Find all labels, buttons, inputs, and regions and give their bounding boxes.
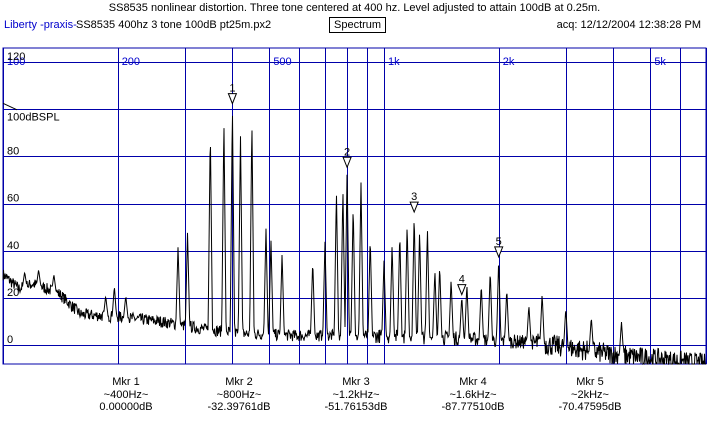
marker-label: Mkr 2: [225, 376, 253, 388]
x-tick-label-500: 500: [273, 56, 291, 68]
reference-level-label: 100dBSPL: [7, 111, 60, 123]
marker-number: 3: [411, 191, 417, 203]
marker-frequency: ~1.2kHz~: [332, 388, 380, 401]
y-tick-label-60: 60: [7, 193, 19, 205]
x-tick-label-1k: 1k: [388, 56, 400, 68]
y-tick-label-20: 20: [7, 287, 19, 299]
marker-level: -32.39761dB: [207, 401, 271, 413]
marker-level: -51.76153dB: [324, 401, 388, 413]
marker-number: 1: [229, 83, 235, 95]
marker-readout-5: Mkr 5 ~2kHz~ -70.47595dB: [530, 376, 650, 414]
app-name: Liberty -praxis-: [4, 19, 77, 31]
marker-4: 4: [457, 274, 467, 296]
marker-triangle: [409, 201, 419, 214]
marker-label: Mkr 4: [459, 376, 487, 388]
marker-frequency: ~1.6kHz~: [449, 388, 497, 401]
marker-label: Mkr 3: [342, 376, 370, 388]
y-tick-label-40: 40: [7, 240, 19, 252]
marker-number: 5: [496, 236, 502, 248]
marker-number: 2: [344, 146, 350, 158]
marker-readout-3: Mkr 3 ~1.2kHz~ -51.76153dB: [296, 376, 416, 414]
marker-1: 1: [227, 83, 238, 105]
marker-3: 3: [409, 191, 419, 214]
marker-level: 0.00000dB: [99, 401, 153, 413]
y-tick-label-120: 120: [7, 51, 25, 63]
x-tick-label-100: 100: [7, 56, 25, 68]
marker-readout-1: Mkr 1 ~400Hz~ 0.00000dB: [66, 376, 186, 414]
marker-number: 4: [459, 274, 465, 286]
x-tick-label-2k: 2k: [503, 56, 515, 68]
marker-triangle: [457, 284, 467, 296]
marker-level: -87.77510dB: [441, 401, 505, 413]
spectrum-trace: [2, 115, 706, 366]
file-name: SS8535 400hz 3 tone 100dB pt25m.px2: [76, 19, 272, 31]
marker-label: Mkr 5: [576, 376, 604, 388]
spectrum-view-button[interactable]: Spectrum: [329, 17, 387, 33]
marker-readout-2: Mkr 2 ~800Hz~ -32.39761dB: [179, 376, 299, 414]
marker-triangle: [493, 246, 504, 259]
vertical-gridlines: [3, 48, 707, 364]
acquisition-timestamp: acq: 12/12/2004 12:38:28 PM: [556, 19, 701, 31]
marker-level: -70.47595dB: [558, 401, 622, 413]
x-tick-label-200: 200: [122, 56, 140, 68]
chart-title: SS8535 nonlinear distortion. Three tone …: [108, 2, 601, 14]
marker-triangle: [342, 156, 352, 169]
marker-2: 2: [342, 146, 352, 169]
marker-frequency: ~400Hz~: [103, 388, 149, 401]
marker-readout-4: Mkr 4 ~1.6kHz~ -87.77510dB: [413, 376, 533, 414]
marker-5: 5: [493, 236, 504, 259]
y-tick-label-80: 80: [7, 145, 19, 157]
marker-frequency: ~2kHz~: [571, 388, 609, 401]
marker-triangle: [227, 93, 238, 105]
y-tick-label-0: 0: [7, 334, 13, 346]
x-tick-label-5k: 5k: [654, 56, 666, 68]
reference-level-notch: [2, 102, 18, 111]
marker-frequency: ~800Hz~: [216, 388, 262, 401]
marker-label: Mkr 1: [112, 376, 140, 388]
